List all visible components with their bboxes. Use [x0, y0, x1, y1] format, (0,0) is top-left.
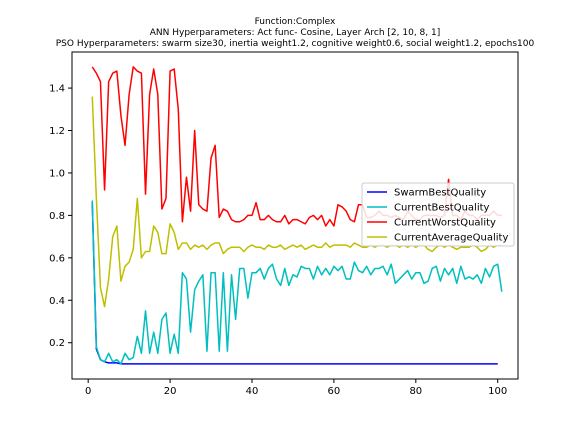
x-tick-label: 20	[164, 386, 177, 397]
y-tick-label: 1.0	[49, 168, 65, 179]
legend-label-swarm-best: SwarmBestQuality	[394, 188, 486, 199]
legend-box	[361, 182, 515, 247]
series-current-average-line	[91, 96, 502, 308]
chart-title-line-2: ANN Hyperparameters: Act func- Cosine, L…	[150, 28, 440, 38]
series-swarm-best-line	[91, 202, 498, 365]
x-tick-label: 100	[488, 386, 507, 397]
x-tick-label: 60	[328, 386, 341, 397]
x-tick-label: 40	[246, 386, 259, 397]
series-current-best-line	[91, 200, 503, 365]
y-tick-label: 0.4	[49, 296, 65, 307]
chart-title-line-3: PSO Hyperparameters: swarm size30, inert…	[56, 39, 535, 49]
y-tick-label: 1.2	[49, 126, 65, 137]
legend: SwarmBestQuality CurrentBestQuality Curr…	[361, 182, 515, 247]
y-tick-label: 0.2	[49, 338, 65, 349]
y-axis: 0.2 0.4 0.6 0.8 1.0 1.2 1.4	[49, 84, 72, 349]
y-tick-label: 1.4	[49, 84, 65, 95]
legend-label-current-average: CurrentAverageQuality	[394, 233, 508, 244]
x-tick-label: 80	[409, 386, 422, 397]
chart-title-line-1: Function:Complex	[255, 17, 336, 27]
legend-label-current-worst: CurrentWorstQuality	[394, 218, 496, 229]
x-tick-label: 0	[85, 386, 91, 397]
legend-label-current-best: CurrentBestQuality	[394, 203, 490, 214]
y-tick-label: 0.6	[49, 253, 65, 264]
y-tick-label: 0.8	[49, 211, 65, 222]
x-axis: 0 20 40 60 80 100	[85, 379, 507, 397]
